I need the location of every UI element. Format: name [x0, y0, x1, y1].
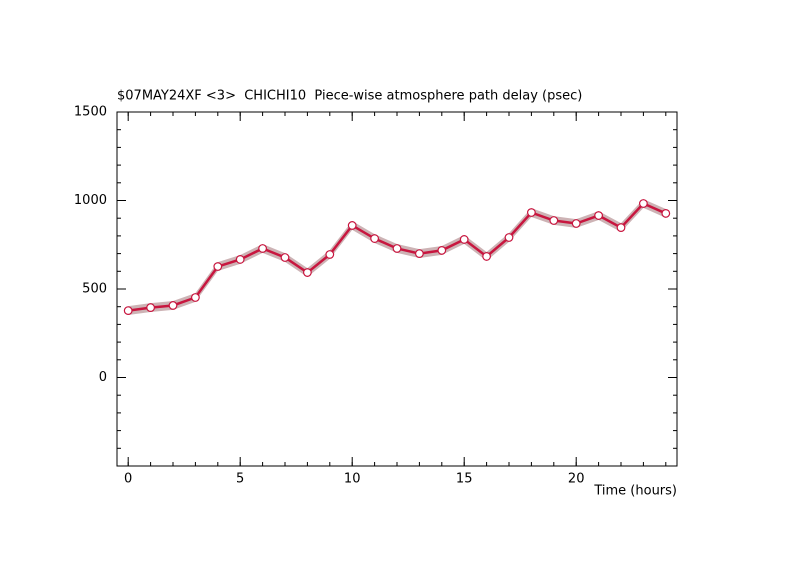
- data-point: [168, 301, 178, 310]
- data-point: [594, 211, 603, 220]
- data-point: [213, 262, 223, 271]
- x-tick-label: 15: [456, 472, 473, 487]
- data-point: [190, 293, 200, 302]
- y-tick-label: 1000: [74, 193, 107, 208]
- data-point: [146, 303, 156, 312]
- data-point: [504, 233, 514, 242]
- data-point: [325, 250, 335, 259]
- data-point: [571, 219, 581, 228]
- data-point: [437, 246, 447, 255]
- data-point: [549, 216, 559, 225]
- y-tick-label: 1500: [74, 105, 107, 120]
- data-point: [235, 255, 245, 264]
- data-point: [639, 199, 648, 208]
- data-point: [459, 235, 469, 244]
- data-point: [616, 223, 626, 232]
- x-axis-label: Time (hours): [593, 484, 677, 499]
- data-point: [392, 244, 402, 253]
- y-tick-label: 0: [99, 370, 107, 385]
- y-tick-label: 500: [82, 282, 107, 297]
- data-point: [280, 253, 290, 262]
- x-tick-label: 20: [568, 472, 585, 487]
- chart-title: $07MAY24XF <3> CHICHI10 Piece-wise atmos…: [117, 89, 582, 104]
- x-tick-label: 5: [236, 472, 244, 487]
- data-point: [123, 306, 133, 315]
- data-point: [347, 221, 357, 230]
- data-point: [527, 208, 536, 217]
- data-point: [661, 209, 671, 218]
- data-point: [303, 268, 312, 277]
- x-tick-label: 10: [344, 472, 361, 487]
- data-point: [415, 249, 424, 259]
- x-tick-label: 0: [124, 472, 132, 487]
- data-point: [370, 234, 380, 243]
- data-point: [258, 244, 268, 253]
- data-point: [482, 252, 492, 261]
